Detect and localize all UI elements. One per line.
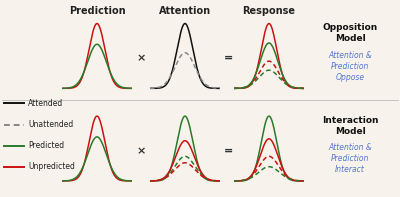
Text: Prediction: Prediction xyxy=(69,6,125,16)
Text: ×: × xyxy=(136,146,146,156)
Text: =: = xyxy=(223,146,233,156)
Text: Attention: Attention xyxy=(159,6,211,16)
Text: Attention &
Prediction
Interact: Attention & Prediction Interact xyxy=(328,143,372,174)
Text: Interaction
Model: Interaction Model xyxy=(322,116,378,136)
Text: Unattended: Unattended xyxy=(28,120,73,129)
Text: =: = xyxy=(223,53,233,63)
Text: Response: Response xyxy=(242,6,296,16)
Text: Attended: Attended xyxy=(28,99,63,108)
Text: Opposition
Model: Opposition Model xyxy=(322,23,378,44)
Text: ×: × xyxy=(136,53,146,63)
Text: Predicted: Predicted xyxy=(28,141,64,150)
Text: Unpredicted: Unpredicted xyxy=(28,162,75,171)
Text: Attention &
Prediction
Oppose: Attention & Prediction Oppose xyxy=(328,51,372,82)
